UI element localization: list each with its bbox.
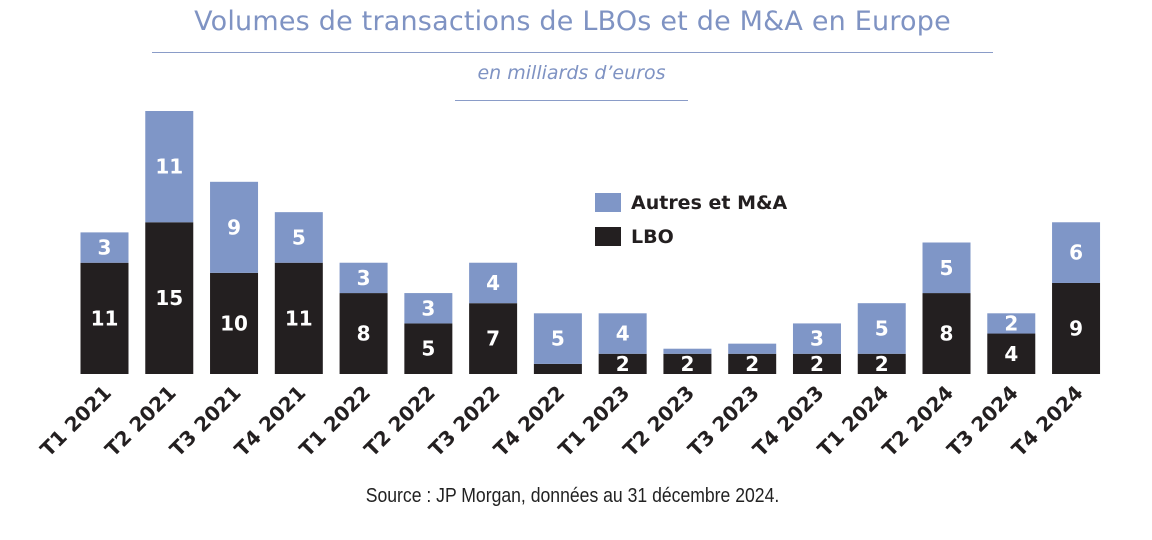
data-label: 7: [486, 327, 500, 351]
data-label: 5: [875, 316, 889, 340]
bar-autres-ma: [987, 313, 1036, 334]
bar-lbo: [469, 303, 518, 374]
bar-lbo: [145, 222, 194, 374]
data-label: 9: [1069, 316, 1083, 340]
bar-autres-ma: [469, 262, 518, 304]
data-label: 2: [810, 352, 824, 376]
bar-autres-ma: [728, 343, 777, 354]
bar-lbo: [857, 353, 906, 374]
bar-lbo: [728, 353, 777, 374]
bar-autres-ma: [210, 181, 259, 273]
bar-lbo: [663, 353, 712, 374]
data-label: 6: [1069, 241, 1083, 265]
bar-autres-ma: [598, 313, 647, 354]
bar-autres-ma: [145, 111, 194, 223]
data-label: 15: [155, 286, 183, 310]
data-label: 5: [551, 327, 565, 351]
legend-swatch: [595, 227, 621, 246]
chart-title: Volumes de transactions de LBOs et de M&…: [194, 6, 951, 37]
bar-autres-ma: [857, 303, 906, 354]
bar-lbo: [80, 262, 129, 374]
data-label: 2: [616, 352, 630, 376]
bar-autres-ma: [792, 323, 841, 354]
bar-lbo: [1052, 282, 1101, 374]
legend-swatch: [595, 193, 621, 212]
data-label: 5: [421, 337, 435, 361]
bar-lbo: [598, 353, 647, 374]
bar-autres-ma: [663, 348, 712, 354]
bar-autres-ma: [339, 262, 388, 294]
data-label: 3: [357, 266, 371, 290]
legend-label: LBO: [631, 226, 674, 248]
legend-label: Autres et M&A: [631, 192, 788, 214]
source-note: Source : JP Morgan, données au 31 décemb…: [365, 485, 780, 507]
bar-lbo: [533, 363, 582, 374]
data-label: 2: [875, 352, 889, 376]
data-label: 3: [98, 236, 112, 260]
bar-autres-ma: [274, 212, 323, 263]
data-label: 5: [292, 225, 306, 249]
bar-lbo: [274, 262, 323, 374]
bar-lbo: [339, 293, 388, 374]
data-label: 3: [421, 296, 435, 320]
bar-autres-ma: [922, 242, 971, 294]
chart-subtitle: en milliards d’euros: [477, 62, 666, 84]
data-label: 9: [227, 215, 241, 239]
data-label: 2: [745, 352, 759, 376]
bar-autres-ma: [404, 293, 453, 324]
data-label: 2: [680, 352, 694, 376]
bar-autres-ma: [533, 313, 582, 364]
data-label: 5: [940, 256, 954, 280]
data-label: 11: [91, 306, 119, 330]
data-label: 3: [810, 327, 824, 351]
subtitle-divider: [455, 100, 688, 101]
data-label: 8: [357, 322, 371, 346]
bar-lbo: [922, 293, 971, 374]
data-label: 11: [285, 306, 313, 330]
data-label: 4: [486, 271, 500, 295]
data-label: 4: [1004, 342, 1018, 366]
data-label: 4: [616, 322, 630, 346]
data-label: 10: [220, 311, 248, 335]
data-label: 8: [940, 322, 954, 346]
bar-lbo: [987, 333, 1036, 374]
data-label: 11: [155, 155, 183, 179]
title-divider: [152, 52, 993, 53]
bar-lbo: [404, 323, 453, 374]
bar-lbo: [210, 272, 259, 374]
bar-autres-ma: [1052, 222, 1101, 283]
bar-autres-ma: [80, 232, 129, 263]
x-tick-label: T4 2024: [1007, 381, 1088, 462]
bar-lbo: [792, 353, 841, 374]
data-label: 2: [1004, 311, 1018, 335]
